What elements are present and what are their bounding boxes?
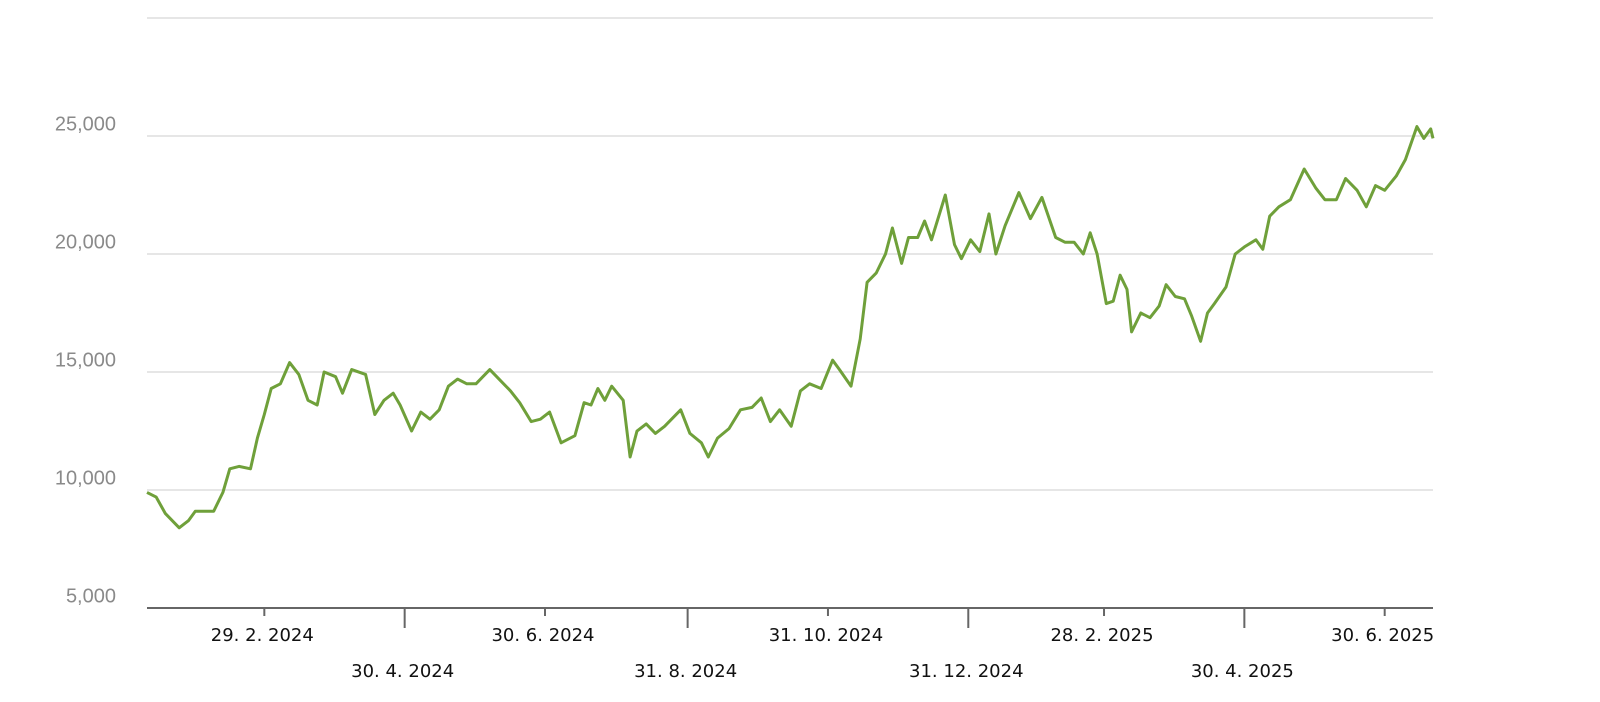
y-tick-label: 5,000: [66, 585, 116, 607]
y-tick-label: 20,000: [55, 231, 116, 253]
data-line: [146, 125, 1435, 530]
y-tick-label: 25,000: [55, 113, 116, 135]
x-tick-label: 30. 4. 2024: [351, 661, 454, 682]
x-tick-label: 30. 6. 2024: [491, 625, 594, 646]
y-tick-label: 10,000: [55, 467, 116, 489]
x-tick-label: 29. 2. 2024: [211, 625, 314, 646]
x-tick-label: 31. 12. 2024: [909, 661, 1024, 682]
x-tick-label: 31. 10. 2024: [769, 625, 884, 646]
x-tick-label: 30. 4. 2025: [1191, 661, 1294, 682]
y-tick-label: 15,000: [55, 349, 116, 371]
x-tick-label: 31. 8. 2024: [634, 661, 737, 682]
x-tick-label: 30. 6. 2025: [1331, 625, 1434, 646]
x-tick-label: 28. 2. 2025: [1050, 625, 1153, 646]
